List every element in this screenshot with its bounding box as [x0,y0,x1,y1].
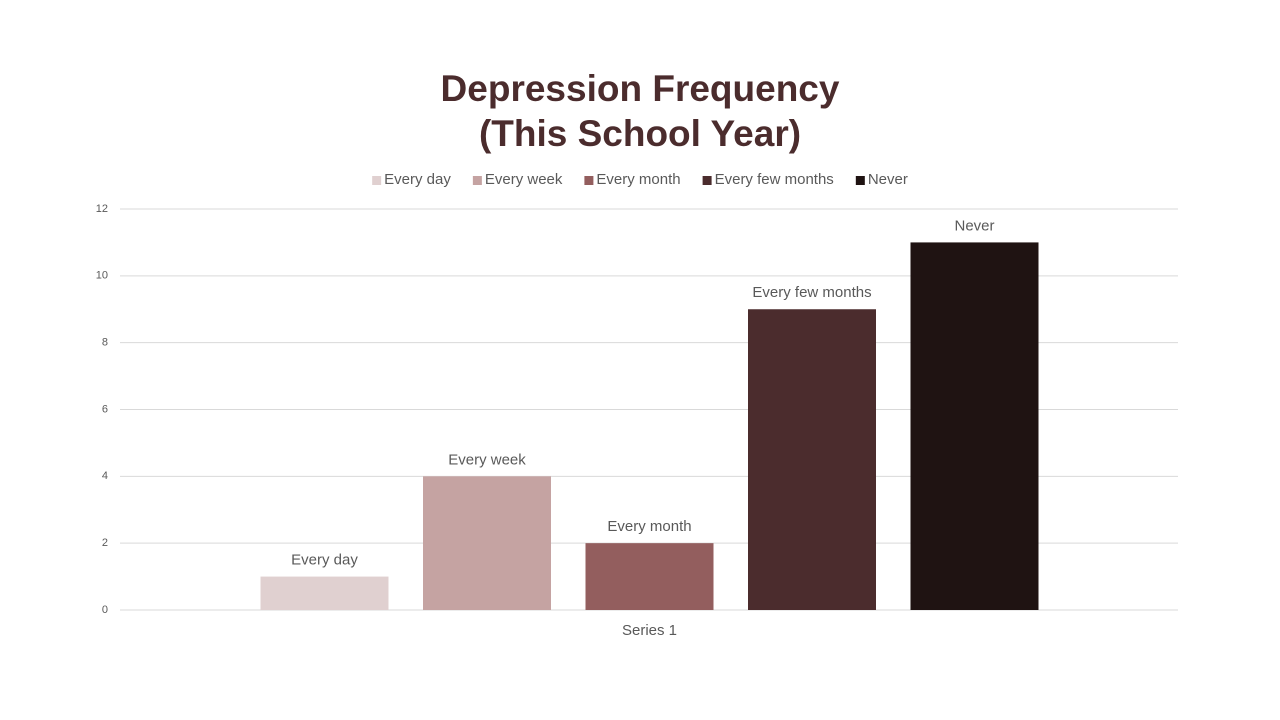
bar [585,543,714,610]
y-tick-label: 6 [102,403,108,415]
legend-label: Every week [485,171,563,188]
chart-title: Depression Frequency [441,68,840,109]
y-tick-label: 4 [102,470,108,482]
legend-swatch [472,176,482,185]
bar [910,242,1039,610]
data-label: Every week [448,451,526,468]
bar [748,309,876,610]
y-tick-label: 10 [96,270,108,282]
chart-title: (This School Year) [479,113,801,154]
data-label: Never [954,217,994,234]
y-tick-label: 2 [102,537,108,549]
data-label: Every month [607,518,691,535]
legend-swatch [855,176,865,185]
bar [423,476,551,610]
legend-swatch [584,176,594,185]
data-label: Every day [291,552,358,569]
bar [260,576,389,610]
legend-label: Every few months [715,171,834,188]
data-label: Every few months [752,284,871,301]
y-tick-label: 12 [96,203,108,215]
x-tick-label: Series 1 [622,622,677,639]
legend-label: Every day [384,171,451,188]
legend-swatch [702,176,712,185]
legend-swatch [372,176,382,185]
legend-label: Never [868,171,908,188]
y-tick-label: 8 [102,337,108,349]
y-tick-label: 0 [102,604,108,616]
legend-label: Every month [596,171,680,188]
